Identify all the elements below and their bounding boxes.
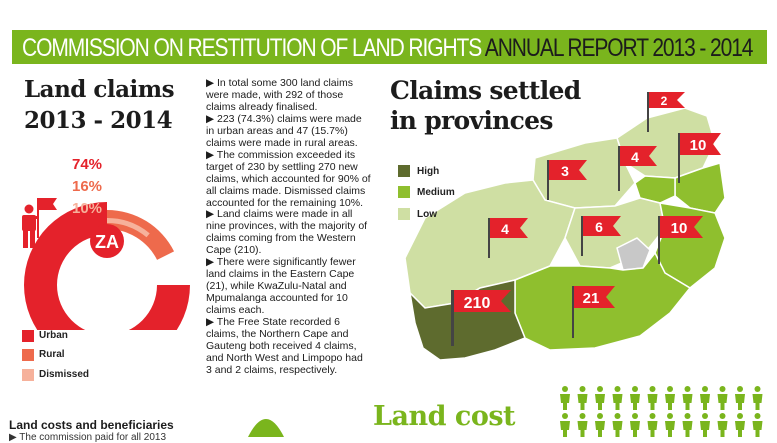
people-icon-group: [560, 386, 763, 437]
fact-paragraph: ▶ There were significantly fewer land cl…: [206, 256, 356, 317]
person-icon: [700, 413, 710, 437]
flag-free-state: 6: [581, 216, 621, 256]
person-icon: [717, 386, 728, 410]
person-icon: [700, 386, 710, 410]
za-badge: [90, 224, 124, 258]
person-icon: [595, 386, 605, 410]
flag-free-state-value: 6: [595, 219, 603, 235]
person-icon: [752, 413, 763, 437]
person-icon: [665, 386, 675, 410]
fact-paragraph: ▶ The commission exceeded its target of …: [206, 148, 371, 209]
fact-paragraph: ▶ In total some 300 land claims were mad…: [206, 77, 353, 113]
legend-dismissed-label: Dismissed: [39, 369, 90, 380]
flag-north-west: 3: [547, 160, 587, 200]
title-commission: COMMISSION ON RESTITUTION OF LAND RIGHTS: [22, 34, 482, 62]
person-icon: [752, 386, 763, 410]
legend-rural-swatch: [22, 349, 34, 361]
person-icon: [682, 413, 693, 437]
person-with-flag-icon: [22, 198, 57, 248]
person-icon: [595, 413, 605, 437]
map-legend-medium-label: Medium: [417, 187, 455, 198]
lesotho: [616, 237, 651, 271]
person-icon: [612, 413, 623, 437]
south-africa-map: 2 10 3 4 4 6 10 210 21: [404, 92, 726, 361]
person-icon: [577, 386, 588, 410]
flag-gauteng: 4: [618, 146, 657, 191]
flag-kwazulu-natal: 10: [658, 216, 703, 264]
pct-rural: 16%: [72, 178, 103, 195]
map-legend-high-label: High: [417, 166, 440, 177]
person-icon: [647, 413, 658, 437]
legend-urban-swatch: [22, 330, 34, 342]
flag-western-cape: 210: [451, 290, 511, 346]
za-badge-label: ZA: [95, 232, 119, 252]
donut-ring: [24, 202, 190, 330]
person-icon: [735, 413, 745, 437]
person-icon: [735, 386, 745, 410]
person-icon: [630, 386, 640, 410]
donut-segment-urban: [24, 202, 190, 330]
person-icon: [560, 413, 570, 437]
land-cost-heading: Land cost: [373, 401, 516, 432]
flag-mpumalanga: 10: [678, 133, 721, 183]
map-legend-low-label: Low: [417, 209, 437, 220]
flag-northern-cape: 4: [488, 218, 528, 258]
fact-paragraph: ▶ 223 (74.3%) claims were made in urban …: [206, 112, 362, 149]
person-icon: [560, 386, 570, 410]
person-icon: [612, 386, 623, 410]
header-banner: [12, 30, 767, 64]
person-icon: [682, 386, 693, 410]
flag-northern-cape-value: 4: [501, 221, 509, 237]
map-legend-medium-swatch: [398, 186, 410, 198]
map-legend-high-swatch: [398, 165, 410, 177]
flag-north-west-value: 3: [561, 163, 569, 179]
flag-gauteng-value: 4: [631, 149, 639, 165]
flag-eastern-cape-value: 21: [583, 290, 600, 307]
land-costs-text: ▶ The commission paid for all 2013: [9, 432, 167, 443]
legend-rural-label: Rural: [39, 349, 65, 360]
map-legend-low-swatch: [398, 208, 410, 220]
legend-dismissed-swatch: [22, 369, 34, 381]
flag-mpumalanga-value: 10: [690, 137, 707, 154]
claims-settled-subheading: in provinces: [390, 106, 553, 135]
pct-urban: 74%: [72, 156, 103, 173]
person-icon: [717, 413, 728, 437]
land-costs-heading: Land costs and beneficiaries: [9, 418, 174, 432]
title-annual-report: ANNUAL REPORT 2013 - 2014: [484, 34, 754, 62]
green-semicircle-icon: [248, 419, 284, 437]
person-icon: [647, 386, 658, 410]
person-icon: [665, 413, 675, 437]
pct-dismissed: 10%: [72, 200, 103, 217]
province-mpumalanga: [674, 162, 726, 214]
facts-column: ▶ In total some 300 land claims were mad…: [206, 77, 371, 377]
person-icon: [630, 413, 640, 437]
flag-eastern-cape: 21: [572, 286, 615, 338]
land-claims-years: 2013 - 2014: [24, 107, 173, 134]
donut-segment-dismissed: [107, 218, 150, 238]
flag-western-cape-value: 210: [464, 295, 491, 312]
claims-donut-chart: ZA: [22, 198, 190, 330]
fact-paragraph: ▶ Land claims were made in all nine prov…: [206, 208, 368, 257]
fact-paragraph: ▶ The Free State recorded 6 claims, the …: [206, 316, 363, 376]
report-title: COMMISSION ON RESTITUTION OF LAND RIGHTS…: [22, 34, 754, 62]
claims-settled-heading: Claims settled: [390, 76, 581, 105]
flag-limpopo: 2: [647, 92, 685, 132]
people-pictogram: [560, 386, 763, 437]
flag-kwazulu-natal-value: 10: [671, 220, 688, 237]
legend-urban-label: Urban: [39, 330, 68, 341]
person-icon: [577, 413, 588, 437]
land-claims-heading: Land claims: [24, 76, 175, 103]
flag-limpopo-value: 2: [661, 94, 668, 108]
